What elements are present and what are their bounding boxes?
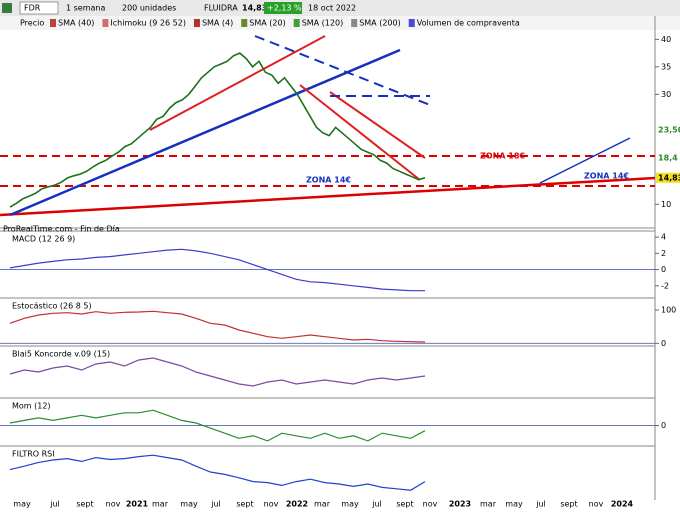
x-tick-label: jul bbox=[49, 500, 60, 509]
change-box bbox=[264, 2, 302, 14]
x-tick-label: 2023 bbox=[449, 500, 471, 509]
x-tick-label: may bbox=[341, 500, 359, 509]
trend-line bbox=[0, 176, 656, 217]
y-tick-label: -2 bbox=[661, 281, 669, 290]
x-tick-label: mar bbox=[480, 500, 497, 509]
annotations bbox=[0, 35, 656, 217]
panel-title: Mom (12) bbox=[12, 402, 51, 411]
units[interactable]: 200 unidades bbox=[122, 4, 176, 13]
y-tick-label: 40 bbox=[661, 35, 671, 44]
series-line bbox=[9, 310, 426, 343]
icon[interactable] bbox=[2, 3, 12, 13]
panel-title: FILTRO RSI bbox=[12, 450, 55, 459]
x-tick-label: mar bbox=[152, 500, 169, 509]
symbol[interactable]: FDR bbox=[24, 4, 41, 13]
x-tick-label: nov bbox=[264, 500, 279, 509]
annotation: ZONA 18€ bbox=[480, 152, 525, 161]
legend-item[interactable]: SMA (20) bbox=[249, 19, 285, 28]
legend-item[interactable]: Precio bbox=[20, 19, 44, 28]
y-tick-label: 10 bbox=[661, 200, 671, 209]
price-tag-label: 18,4 bbox=[658, 154, 678, 163]
legend-swatch bbox=[50, 19, 56, 27]
annotation: ZONA 14€ bbox=[306, 176, 351, 185]
legend-item[interactable]: SMA (120) bbox=[302, 19, 344, 28]
price-tag-label: 14,83 bbox=[658, 173, 680, 182]
price-tag bbox=[656, 172, 680, 183]
x-tick-label: nov bbox=[589, 500, 604, 509]
series-line bbox=[9, 409, 426, 442]
x-tick-label: 2021 bbox=[126, 500, 149, 509]
y-tick-label: 30 bbox=[661, 90, 671, 99]
x-tick-label: sept bbox=[236, 500, 253, 509]
legend-swatch bbox=[351, 19, 358, 27]
trend-line bbox=[254, 35, 431, 106]
x-tick-label: jul bbox=[535, 500, 546, 509]
x-tick-label: jul bbox=[210, 500, 221, 509]
panel-title: Blai5 Koncorde v.09 (15) bbox=[12, 350, 110, 359]
x-tick-label: sept bbox=[76, 500, 93, 509]
x-tick-label: 2022 bbox=[286, 500, 308, 509]
series-line bbox=[9, 357, 426, 387]
change: +2,13 % bbox=[267, 4, 302, 13]
y-tick-label: 0 bbox=[661, 265, 666, 274]
panel-title: MACD (12 26 9) bbox=[12, 235, 75, 244]
series-line bbox=[9, 454, 426, 491]
x-tick-label: sept bbox=[560, 500, 577, 509]
x-tick-label: may bbox=[180, 500, 198, 509]
legend-swatch bbox=[241, 19, 248, 27]
price-tag bbox=[656, 125, 680, 136]
y-tick-label: 2 bbox=[661, 249, 666, 258]
series-line bbox=[9, 248, 425, 292]
legend-item[interactable]: SMA (200) bbox=[359, 19, 401, 28]
legend-swatch bbox=[408, 19, 415, 27]
y-tick-label: 0 bbox=[661, 339, 666, 348]
toolbar bbox=[0, 0, 680, 16]
date: 18 oct 2022 bbox=[308, 4, 356, 13]
x-tick-label: may bbox=[505, 500, 523, 509]
channel-line bbox=[149, 35, 326, 131]
x-tick-label: sept bbox=[396, 500, 413, 509]
legend-swatch bbox=[293, 19, 300, 27]
panel-title: Estocástico (26 8 5) bbox=[12, 302, 92, 311]
annotation: ZONA 14€ bbox=[584, 172, 629, 181]
x-tick-label: mar bbox=[314, 500, 331, 509]
price-tag-label: 23,50 bbox=[658, 126, 680, 135]
y-tick-label: 35 bbox=[661, 62, 671, 71]
legend-item[interactable]: SMA (4) bbox=[202, 19, 233, 28]
legend-bar bbox=[0, 16, 680, 30]
channel-line bbox=[299, 84, 421, 181]
x-tick-label: nov bbox=[106, 500, 121, 509]
price-tag bbox=[656, 153, 680, 164]
trend-line bbox=[9, 48, 401, 217]
channel-line bbox=[329, 91, 426, 159]
symbol-box[interactable] bbox=[19, 1, 59, 15]
x-tick-label: 2024 bbox=[611, 500, 634, 509]
arrow bbox=[539, 137, 631, 184]
period[interactable]: 1 semana bbox=[66, 4, 105, 13]
last: 14,83 bbox=[242, 4, 267, 13]
x-tick-label: jul bbox=[371, 500, 382, 509]
series-line bbox=[9, 52, 426, 208]
legend-item[interactable]: SMA (40) bbox=[58, 19, 94, 28]
y-tick-label: 4 bbox=[661, 233, 666, 242]
y-tick-label: 0 bbox=[661, 421, 666, 430]
legend-item[interactable]: Ichimoku (9 26 52) bbox=[110, 19, 186, 28]
x-tick-label: may bbox=[13, 500, 31, 509]
legend-swatch bbox=[193, 19, 200, 27]
source: ProRealTime.com - Fin de Día bbox=[3, 225, 120, 234]
name: FLUIDRA bbox=[204, 4, 238, 13]
legend-swatch bbox=[102, 19, 109, 27]
x-tick-label: nov bbox=[423, 500, 438, 509]
legend-item[interactable]: Volumen de compraventa bbox=[417, 19, 520, 28]
y-tick-label: 100 bbox=[661, 306, 676, 315]
